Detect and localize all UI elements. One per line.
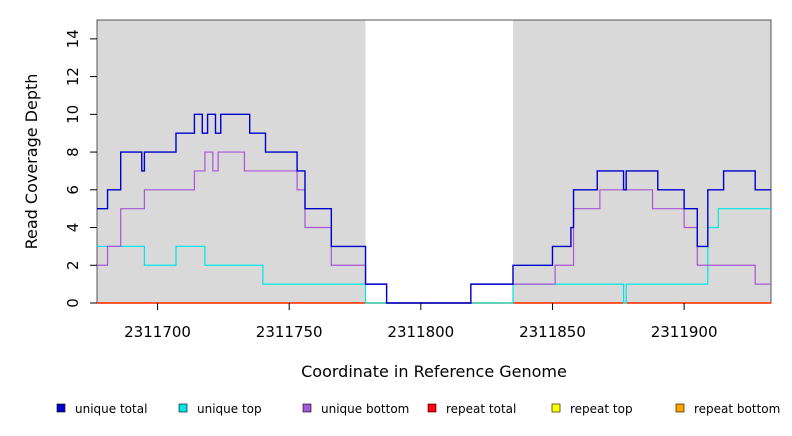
y-axis-title: Read Coverage Depth — [22, 74, 41, 250]
x-axis-title: Coordinate in Reference Genome — [301, 362, 567, 381]
x-axis: 2311700 2311750 2311800 2311850 2311900 — [124, 303, 718, 341]
legend-label-repeat-top: repeat top — [570, 402, 633, 416]
y-tick-label-4: 4 — [64, 223, 82, 233]
legend-swatch-repeat-total — [427, 403, 437, 413]
legend-label-unique-bottom: unique bottom — [321, 402, 409, 416]
y-tick-label-2: 2 — [64, 260, 82, 270]
shaded-region-0 — [97, 20, 366, 303]
legend-label-repeat-total: repeat total — [446, 402, 516, 416]
y-tick-label-0: 0 — [64, 298, 82, 308]
y-tick-label-14: 14 — [64, 29, 82, 48]
x-tick-label-2311750: 2311750 — [256, 323, 323, 341]
legend-label-unique-top: unique top — [197, 402, 262, 416]
y-axis: 0 2 4 6 8 10 12 14 — [64, 29, 97, 308]
legend-swatch-unique-bottom — [302, 403, 312, 413]
series-line-unique-total — [97, 113, 771, 304]
legend-swatch-repeat-bottom — [675, 403, 685, 413]
legend-label-repeat-bottom: repeat bottom — [694, 402, 780, 416]
legend: unique total unique top unique bottom repea… — [56, 402, 780, 416]
y-tick-label-10: 10 — [64, 105, 82, 124]
x-tick-label-2311700: 2311700 — [124, 323, 191, 341]
x-tick-label-2311850: 2311850 — [519, 323, 586, 341]
series-line-unique-bottom — [97, 151, 771, 304]
x-tick-label-2311900: 2311900 — [651, 323, 718, 341]
legend-swatch-unique-top — [178, 403, 188, 413]
y-tick-label-6: 6 — [64, 185, 82, 195]
legend-swatch-unique-total — [56, 403, 66, 413]
x-tick-label-2311800: 2311800 — [387, 323, 454, 341]
legend-swatch-repeat-top — [551, 403, 561, 413]
y-tick-label-8: 8 — [64, 147, 82, 157]
shaded-region-1 — [512, 20, 771, 303]
y-tick-label-12: 12 — [64, 67, 82, 86]
legend-label-unique-total: unique total — [75, 402, 147, 416]
series-lines — [97, 113, 771, 304]
shaded-regions — [97, 20, 771, 303]
